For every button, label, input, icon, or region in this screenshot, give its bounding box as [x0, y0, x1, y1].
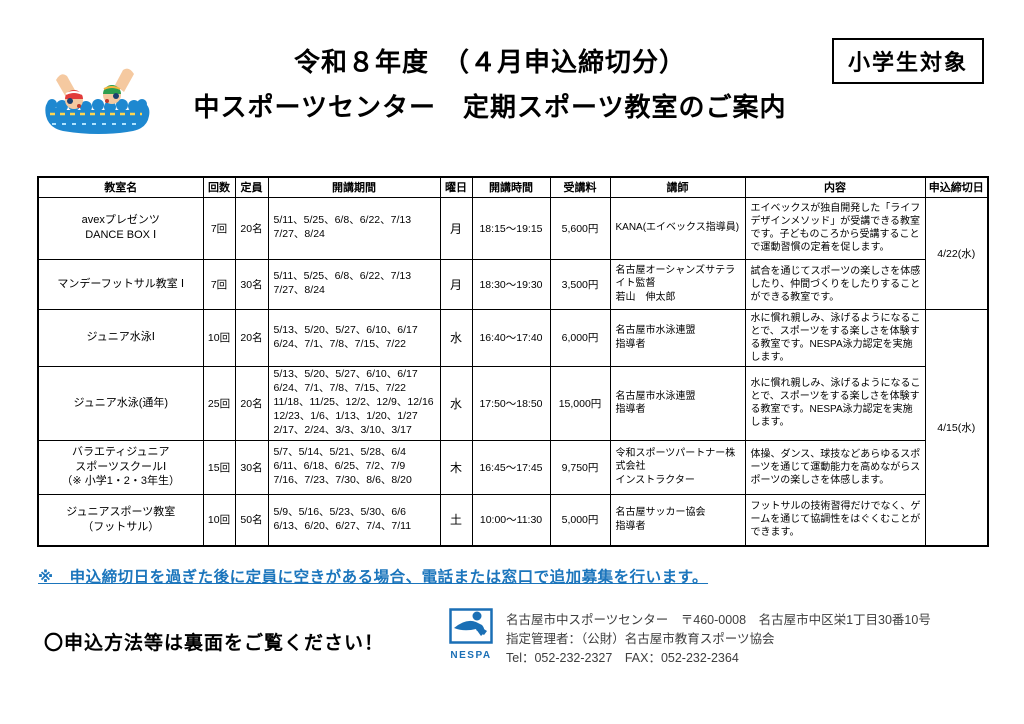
class-time: 18:30～19:30 — [471, 258, 551, 310]
class-day: 月 — [439, 258, 473, 310]
class-time: 16:40～17:40 — [471, 308, 551, 367]
deadline-cell: 4/22(水) — [924, 196, 989, 310]
title-main-line: 中スポーツセンター 定期スポーツ教室のご案内 — [193, 92, 787, 122]
deadline-cell: 4/15(水) — [924, 308, 989, 547]
class-description: 水に慣れ親しみ、泳げるようになることで、スポーツをする楽しさを体験する教室です。… — [744, 308, 926, 367]
header-fee: 受講料 — [549, 176, 611, 198]
class-name: ジュニアスポーツ教室 （フットサル） — [37, 493, 204, 547]
swimmers-icon — [45, 68, 150, 134]
additional-recruitment-note: ※ 申込締切日を過ぎた後に定員に空きがある場合、電話または窓口で追加募集を行いま… — [38, 569, 709, 586]
class-description: 試合を通じてスポーツの楽しさを体感したり、仲間づくりをしたりすることができる教室… — [744, 258, 926, 310]
table-row: マンデーフットサル教室 Ⅰ 7回 30名 5/11、5/25、6/8、6/22、… — [37, 258, 988, 310]
class-day: 土 — [439, 493, 473, 547]
header-time: 開講時間 — [471, 176, 551, 198]
header-capacity: 定員 — [234, 176, 269, 198]
header-class-name: 教室名 — [37, 176, 204, 198]
title-year-line: 令和８年度 （４月申込締切分） — [293, 47, 686, 77]
class-description: 水に慣れ親しみ、泳げるようになることで、スポーツをする楽しさを体験する教室です。… — [744, 365, 926, 441]
class-description: エイベックスが独自開発した「ライフデザインメソッド」が受講できる教室です。子ども… — [744, 196, 926, 260]
class-count: 15回 — [202, 439, 236, 495]
class-count: 7回 — [202, 258, 236, 310]
class-count: 10回 — [202, 308, 236, 367]
class-name: avexプレゼンツ DANCE BOX Ⅰ — [37, 196, 204, 260]
class-name: バラエティジュニア スポーツスクールⅠ （※ 小学1・2・3年生） — [37, 439, 204, 495]
class-count: 7回 — [202, 196, 236, 260]
header-deadline: 申込締切日 — [924, 176, 989, 198]
class-fee: 6,000円 — [549, 308, 611, 367]
class-name: マンデーフットサル教室 Ⅰ — [37, 258, 204, 310]
class-count: 25回 — [202, 365, 236, 441]
footer-contact-info: 名古屋市中スポーツセンター 〒460-0008 名古屋市中区栄1丁目30番10号… — [506, 611, 931, 667]
class-fee: 5,000円 — [549, 493, 611, 547]
class-name: ジュニア水泳Ⅰ — [37, 308, 204, 367]
class-dates: 5/13、5/20、5/27、6/10、6/17 6/24、7/1、7/8、7/… — [267, 365, 441, 441]
back-side-note: 〇申込方法等は裏面をご覧ください！ — [44, 633, 385, 654]
class-time: 18:15～19:15 — [471, 196, 551, 260]
header-day: 曜日 — [439, 176, 473, 198]
class-dates: 5/7、5/14、5/21、5/28、6/4 6/11、6/18、6/25、7/… — [267, 439, 441, 495]
table-row: avexプレゼンツ DANCE BOX Ⅰ 7回 20名 5/11、5/25、6… — [37, 196, 989, 310]
class-instructor: 名古屋サッカー協会 指導者 — [609, 493, 746, 547]
table-row: ジュニア水泳Ⅰ 10回 20名 5/13、5/20、5/27、6/10、6/17… — [37, 308, 989, 547]
class-day: 水 — [439, 308, 473, 367]
class-capacity: 20名 — [234, 196, 269, 260]
swimmers-illustration — [38, 58, 153, 136]
header-instructor: 講師 — [609, 176, 746, 198]
class-time: 10:00～11:30 — [471, 493, 551, 547]
header-dates: 開講期間 — [267, 176, 441, 198]
footer-address: 名古屋市中スポーツセンター 〒460-0008 名古屋市中区栄1丁目30番10号 — [506, 613, 931, 627]
nespa-logo-label: NESPA — [450, 650, 492, 661]
classes-table: 教室名 回数 定員 開講期間 曜日 開講時間 受講料 講師 内容 申込締切日 a… — [37, 176, 989, 547]
table-row: ジュニアスポーツ教室 （フットサル） 10回 50名 5/9、5/16、5/23… — [37, 493, 988, 547]
class-capacity: 20名 — [234, 365, 269, 441]
class-dates: 5/9、5/16、5/23、5/30、6/6 6/13、6/20、6/27、7/… — [267, 493, 441, 547]
table-row: バラエティジュニア スポーツスクールⅠ （※ 小学1・2・3年生） 15回 30… — [37, 439, 988, 495]
class-day: 水 — [439, 365, 473, 441]
page-title: 令和８年度 （４月申込締切分） 中スポーツセンター 定期スポーツ教室のご案内 — [160, 42, 820, 124]
audience-badge: 小学生対象 — [831, 38, 984, 84]
class-name: ジュニア水泳(通年) — [37, 365, 204, 441]
class-dates: 5/13、5/20、5/27、6/10、6/17 6/24、7/1、7/8、7/… — [267, 308, 441, 367]
class-description: 体操、ダンス、球技などあらゆるスポーツを通じて運動能力を高めながらスポーツの楽し… — [744, 439, 926, 495]
header-count: 回数 — [202, 176, 236, 198]
class-day: 月 — [439, 196, 473, 260]
table-header-row: 教室名 回数 定員 開講期間 曜日 開講時間 受講料 講師 内容 申込締切日 — [37, 176, 989, 198]
class-fee: 9,750円 — [549, 439, 611, 495]
header-description: 内容 — [744, 176, 926, 198]
table-row: ジュニア水泳(通年) 25回 20名 5/13、5/20、5/27、6/10、6… — [37, 365, 988, 441]
class-day: 木 — [439, 439, 473, 495]
class-time: 16:45～17:45 — [471, 439, 551, 495]
footer-manager: 指定管理者：（公財）名古屋市教育スポーツ協会 — [506, 631, 775, 646]
class-instructor: 名古屋オーシャンズサテライト監督 若山 伸太郎 — [609, 258, 746, 310]
class-dates: 5/11、5/25、6/8、6/22、7/13 7/27、8/24 — [267, 258, 441, 310]
class-instructor: 名古屋市水泳連盟 指導者 — [609, 308, 746, 367]
class-instructor: 名古屋市水泳連盟 指導者 — [609, 365, 746, 441]
class-instructor: 令和スポーツパートナー株式会社 インストラクター — [609, 439, 746, 495]
footer-tel-fax: Tel：052-232-2327 FAX：052-232-2364 — [506, 650, 739, 665]
nespa-logo: NESPA — [447, 608, 495, 661]
class-fee: 5,600円 — [549, 196, 611, 260]
class-capacity: 20名 — [234, 308, 269, 367]
class-fee: 15,000円 — [549, 365, 611, 441]
class-count: 10回 — [202, 493, 236, 547]
class-description: フットサルの技術習得だけでなく、ゲームを通じて協調性をはぐくむことができます。 — [744, 493, 926, 547]
class-capacity: 30名 — [234, 439, 269, 495]
class-dates: 5/11、5/25、6/8、6/22、7/13 7/27、8/24 — [267, 196, 441, 260]
class-capacity: 30名 — [234, 258, 269, 310]
class-instructor: KANA(エイベックス指導員) — [609, 196, 746, 260]
class-time: 17:50～18:50 — [471, 365, 551, 441]
nespa-logo-icon — [449, 608, 493, 644]
class-capacity: 50名 — [234, 493, 269, 547]
class-fee: 3,500円 — [549, 258, 611, 310]
